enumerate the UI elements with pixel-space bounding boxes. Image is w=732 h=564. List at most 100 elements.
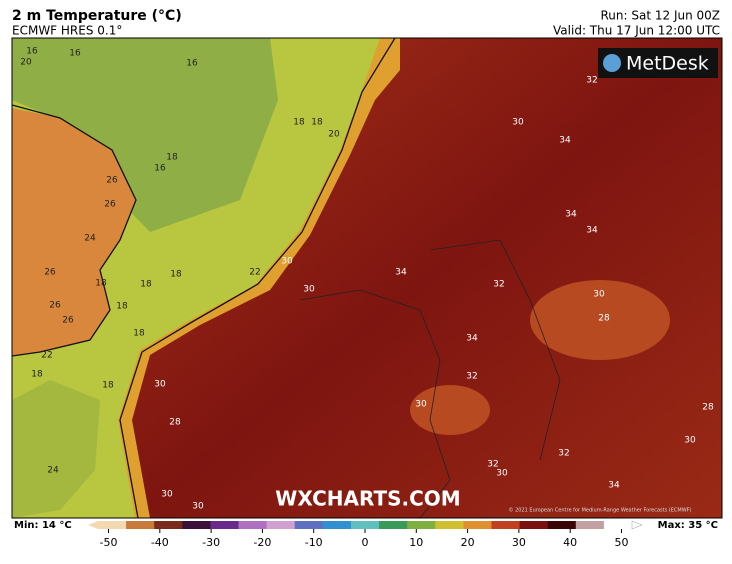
logo: MetDesk xyxy=(626,53,709,75)
contour-label: 18 xyxy=(140,280,152,290)
contour-label: 26 xyxy=(49,301,61,311)
coastline xyxy=(12,104,137,357)
land-region xyxy=(12,108,136,356)
contour-label: 18 xyxy=(133,329,145,339)
contour-label: 30 xyxy=(161,490,173,500)
contour-label: 34 xyxy=(559,136,571,146)
contour-label: 30 xyxy=(154,380,166,390)
contour-label: 30 xyxy=(415,400,427,410)
contour-label: 18 xyxy=(95,279,107,289)
logo-icon xyxy=(603,54,621,72)
colorbar-segment xyxy=(350,521,380,529)
contour-label: 30 xyxy=(192,502,204,512)
continent xyxy=(132,38,722,518)
contour-label: 26 xyxy=(62,316,74,326)
colorbar-segment xyxy=(379,521,408,529)
contour-label: 30 xyxy=(303,285,315,295)
colorbar-segment xyxy=(182,521,211,529)
contour-label: 32 xyxy=(493,280,504,290)
land-region xyxy=(12,38,278,232)
watermark: WXCHARTS.COM xyxy=(275,487,460,511)
colorbar-segment xyxy=(603,521,633,529)
tick-label: -40 xyxy=(151,536,169,549)
contour-label: 20 xyxy=(328,130,340,140)
colorbar-segment xyxy=(126,521,155,529)
contour-label: 30 xyxy=(496,469,508,479)
contour-label: 26 xyxy=(44,268,56,278)
colorbar-segment xyxy=(294,521,324,529)
colorbar-segment xyxy=(519,521,549,529)
contour-label: 18 xyxy=(311,118,323,128)
colorbar-arrow xyxy=(88,521,98,529)
colorbar-segment xyxy=(154,521,183,529)
contour-label: 18 xyxy=(166,153,178,163)
contour-label: 18 xyxy=(170,270,182,280)
contour-label: 34 xyxy=(395,268,407,278)
contour-label: 34 xyxy=(466,334,478,344)
model: ECMWF HRES 0.1° xyxy=(12,24,122,38)
colorbar-segment xyxy=(98,521,127,529)
tick-label: -20 xyxy=(253,536,271,549)
colorbar-segment xyxy=(407,521,436,529)
contour-label: 30 xyxy=(281,257,293,267)
map-frame xyxy=(11,37,723,519)
contour-label: 28 xyxy=(702,403,714,413)
warm-area xyxy=(410,385,490,435)
tick-label: 20 xyxy=(461,536,475,549)
colorbar-segment xyxy=(491,521,521,529)
tick-label: 30 xyxy=(512,536,526,549)
max-label: Max: 35 °C xyxy=(658,520,718,531)
contour-label: 34 xyxy=(586,226,598,236)
contour-label: 32 xyxy=(487,460,498,470)
tick-label: -50 xyxy=(100,536,118,549)
warm-area xyxy=(530,280,670,360)
contour-label: 26 xyxy=(106,176,118,186)
tick-label: 0 xyxy=(362,536,369,549)
contour-label: 26 xyxy=(104,200,116,210)
contour-label: 16 xyxy=(26,47,38,57)
contour-label: 18 xyxy=(116,302,128,312)
contour-label: 18 xyxy=(31,370,43,380)
contour-label: 30 xyxy=(593,290,605,300)
colorbar-segment xyxy=(210,521,240,529)
contour-label: 22 xyxy=(41,351,52,361)
coastline xyxy=(119,38,396,518)
border xyxy=(429,239,561,461)
colorbar-arrow xyxy=(631,520,643,530)
contour-label: 22 xyxy=(249,268,260,278)
contour-label: 32 xyxy=(466,372,477,382)
contour-label: 16 xyxy=(186,59,198,69)
contour-label: 32 xyxy=(558,449,569,459)
colorbar-segment xyxy=(463,521,492,529)
contour-label: 16 xyxy=(69,49,81,59)
land-region xyxy=(12,380,100,518)
title: 2 m Temperature (°C) xyxy=(12,8,182,24)
valid: Valid: Thu 17 Jun 12:00 UTC xyxy=(553,24,720,38)
border xyxy=(299,289,451,518)
min-label: Min: 14 °C xyxy=(14,520,72,531)
colorbar-segment xyxy=(547,521,577,529)
run: Run: Sat 12 Jun 00Z xyxy=(601,9,721,23)
contour-label: 16 xyxy=(154,164,166,174)
colorbar-segment xyxy=(435,521,464,529)
contour-label: 24 xyxy=(47,466,59,476)
tick-label: -10 xyxy=(305,536,323,549)
contour-label: 34 xyxy=(608,481,620,491)
contour-label: 34 xyxy=(565,210,577,220)
colorbar-segment xyxy=(266,521,296,529)
tick-label: -30 xyxy=(202,536,220,549)
contour-label: 32 xyxy=(586,76,597,86)
colorbar-segment xyxy=(238,521,268,529)
contour-label: 18 xyxy=(102,381,114,391)
colorbar-segment xyxy=(575,521,605,529)
contour-label: 30 xyxy=(684,436,696,446)
tick-label: 10 xyxy=(409,536,423,549)
tick-label: 40 xyxy=(563,536,577,549)
copyright: © 2021 European Centre for Medium-Range … xyxy=(509,507,692,514)
contour-label: 28 xyxy=(598,314,610,324)
contour-label: 20 xyxy=(20,58,32,68)
contour-label: 18 xyxy=(293,118,305,128)
contour-label: 24 xyxy=(84,234,96,244)
